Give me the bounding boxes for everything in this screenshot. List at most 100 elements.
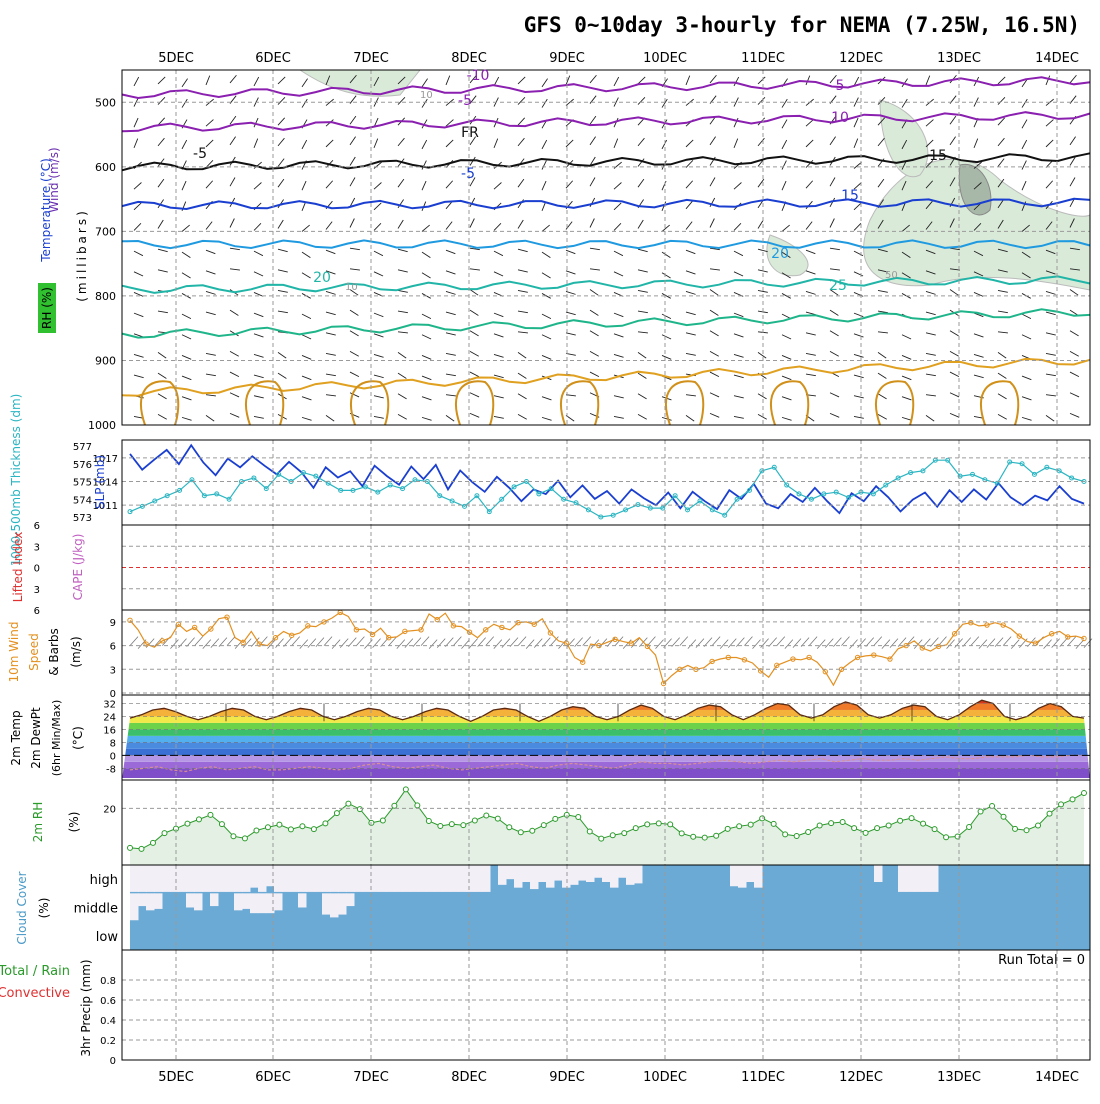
- top-day-label: 7DEC: [353, 51, 389, 66]
- wind-barb: [493, 374, 504, 379]
- cloud-clear-bar: [346, 893, 355, 907]
- thickness-point: [127, 509, 133, 515]
- wind-barb: [541, 293, 551, 299]
- wind-barb: [757, 97, 766, 105]
- wind-barb: [829, 247, 840, 251]
- wind-speed-point: [418, 627, 424, 633]
- wind-barb: [325, 394, 336, 397]
- lifted-tick-label: 3: [34, 585, 40, 596]
- wind-speed-point: [369, 631, 376, 638]
- rh-point: [977, 808, 984, 815]
- wind-barb: [397, 137, 405, 147]
- wind-barb: [709, 412, 720, 418]
- wind-barb: [949, 247, 960, 251]
- rh-ylabel-unit: (%): [67, 812, 81, 833]
- rh-point: [701, 834, 708, 841]
- cloud-clear-bar: [314, 865, 323, 892]
- wind-barb: [301, 251, 311, 258]
- wind-barb: [877, 413, 887, 420]
- wind-barb: [493, 271, 504, 277]
- wind-barb: [541, 334, 552, 340]
- rh-point: [782, 831, 789, 838]
- wind-barb: [613, 97, 619, 107]
- wind-barb-surface: [210, 638, 220, 648]
- thickness-point: [511, 484, 517, 490]
- wind-barb-surface: [655, 639, 664, 649]
- thickness-point: [1069, 475, 1075, 481]
- wind-barb: [445, 249, 456, 255]
- wind-barb: [541, 251, 551, 258]
- wind-barb: [349, 392, 360, 398]
- wind-barb: [373, 312, 384, 318]
- isotherm-label: FR: [461, 125, 479, 141]
- cloud-clear-bar: [738, 865, 747, 888]
- wind-barb: [565, 311, 576, 316]
- top-day-label: 8DEC: [451, 51, 487, 66]
- isotherm-label: 20: [771, 246, 789, 262]
- wind-barb: [445, 139, 454, 148]
- wind-barb: [997, 352, 1007, 359]
- rh-point: [506, 824, 513, 831]
- wind-barb: [229, 136, 236, 146]
- wind-barb: [589, 309, 599, 316]
- wind-barb: [1045, 394, 1056, 397]
- thickness-point: [362, 484, 368, 490]
- wind-barb: [709, 309, 719, 316]
- wind-barb: [1069, 392, 1080, 398]
- wind-barb: [781, 334, 792, 340]
- cloud-clear-bar: [370, 865, 379, 892]
- wind-barb: [421, 313, 432, 320]
- temp-band: [122, 703, 1090, 710]
- wind-barb: [997, 199, 1004, 209]
- thickness-point: [969, 471, 975, 477]
- wind-speed-point: [1048, 631, 1055, 637]
- wind-barb: [925, 75, 931, 86]
- wind-barb-surface: [727, 638, 737, 648]
- wind-barb: [997, 413, 1007, 420]
- wind-barb: [397, 413, 407, 420]
- rh-tick-label: 20: [103, 804, 116, 815]
- rh-point: [770, 820, 777, 827]
- wind-barb: [445, 394, 456, 397]
- wind-barb: [997, 76, 1006, 85]
- thickness-point: [883, 482, 889, 488]
- wind-speed-point: [644, 643, 651, 650]
- wind-barb-surface: [1019, 638, 1028, 648]
- panel-frame: [121, 609, 1091, 696]
- wind-barb: [181, 416, 192, 421]
- wind-barb: [997, 290, 1008, 293]
- wind-barb: [637, 413, 647, 420]
- wind-barb: [181, 334, 192, 340]
- thickness-point: [300, 470, 306, 476]
- wind-barb: [685, 249, 696, 255]
- wind-barb: [973, 333, 984, 338]
- wind-barb: [565, 249, 576, 255]
- wind-barb: [613, 312, 624, 318]
- wind-speed-point: [1065, 634, 1071, 640]
- wind-barb: [445, 291, 456, 295]
- rh-point: [391, 802, 398, 809]
- rh-point: [586, 828, 593, 835]
- wind-barb: [133, 138, 139, 149]
- warm-contour: [560, 380, 600, 426]
- rh-point: [713, 832, 720, 839]
- wind-barb: [709, 74, 717, 84]
- warm-contour: [665, 380, 705, 426]
- temp-band: [122, 729, 1090, 736]
- wind-ylabel-unit: (m/s): [69, 636, 83, 667]
- warm-contour: [245, 380, 285, 426]
- wind-barb: [253, 271, 264, 277]
- wind-barb: [205, 415, 215, 422]
- wind-barb: [445, 221, 453, 230]
- wind-barb: [205, 270, 216, 275]
- wind-barb: [1021, 98, 1028, 108]
- wind-barb: [517, 310, 528, 314]
- lifted-tick-label: 6: [34, 521, 40, 532]
- wind-barb: [613, 271, 624, 277]
- wind-barb: [1045, 291, 1056, 295]
- wind-barb: [973, 250, 984, 257]
- wind-speed-point: [224, 614, 230, 620]
- wind-barb: [349, 289, 359, 296]
- thickness-point: [821, 491, 827, 497]
